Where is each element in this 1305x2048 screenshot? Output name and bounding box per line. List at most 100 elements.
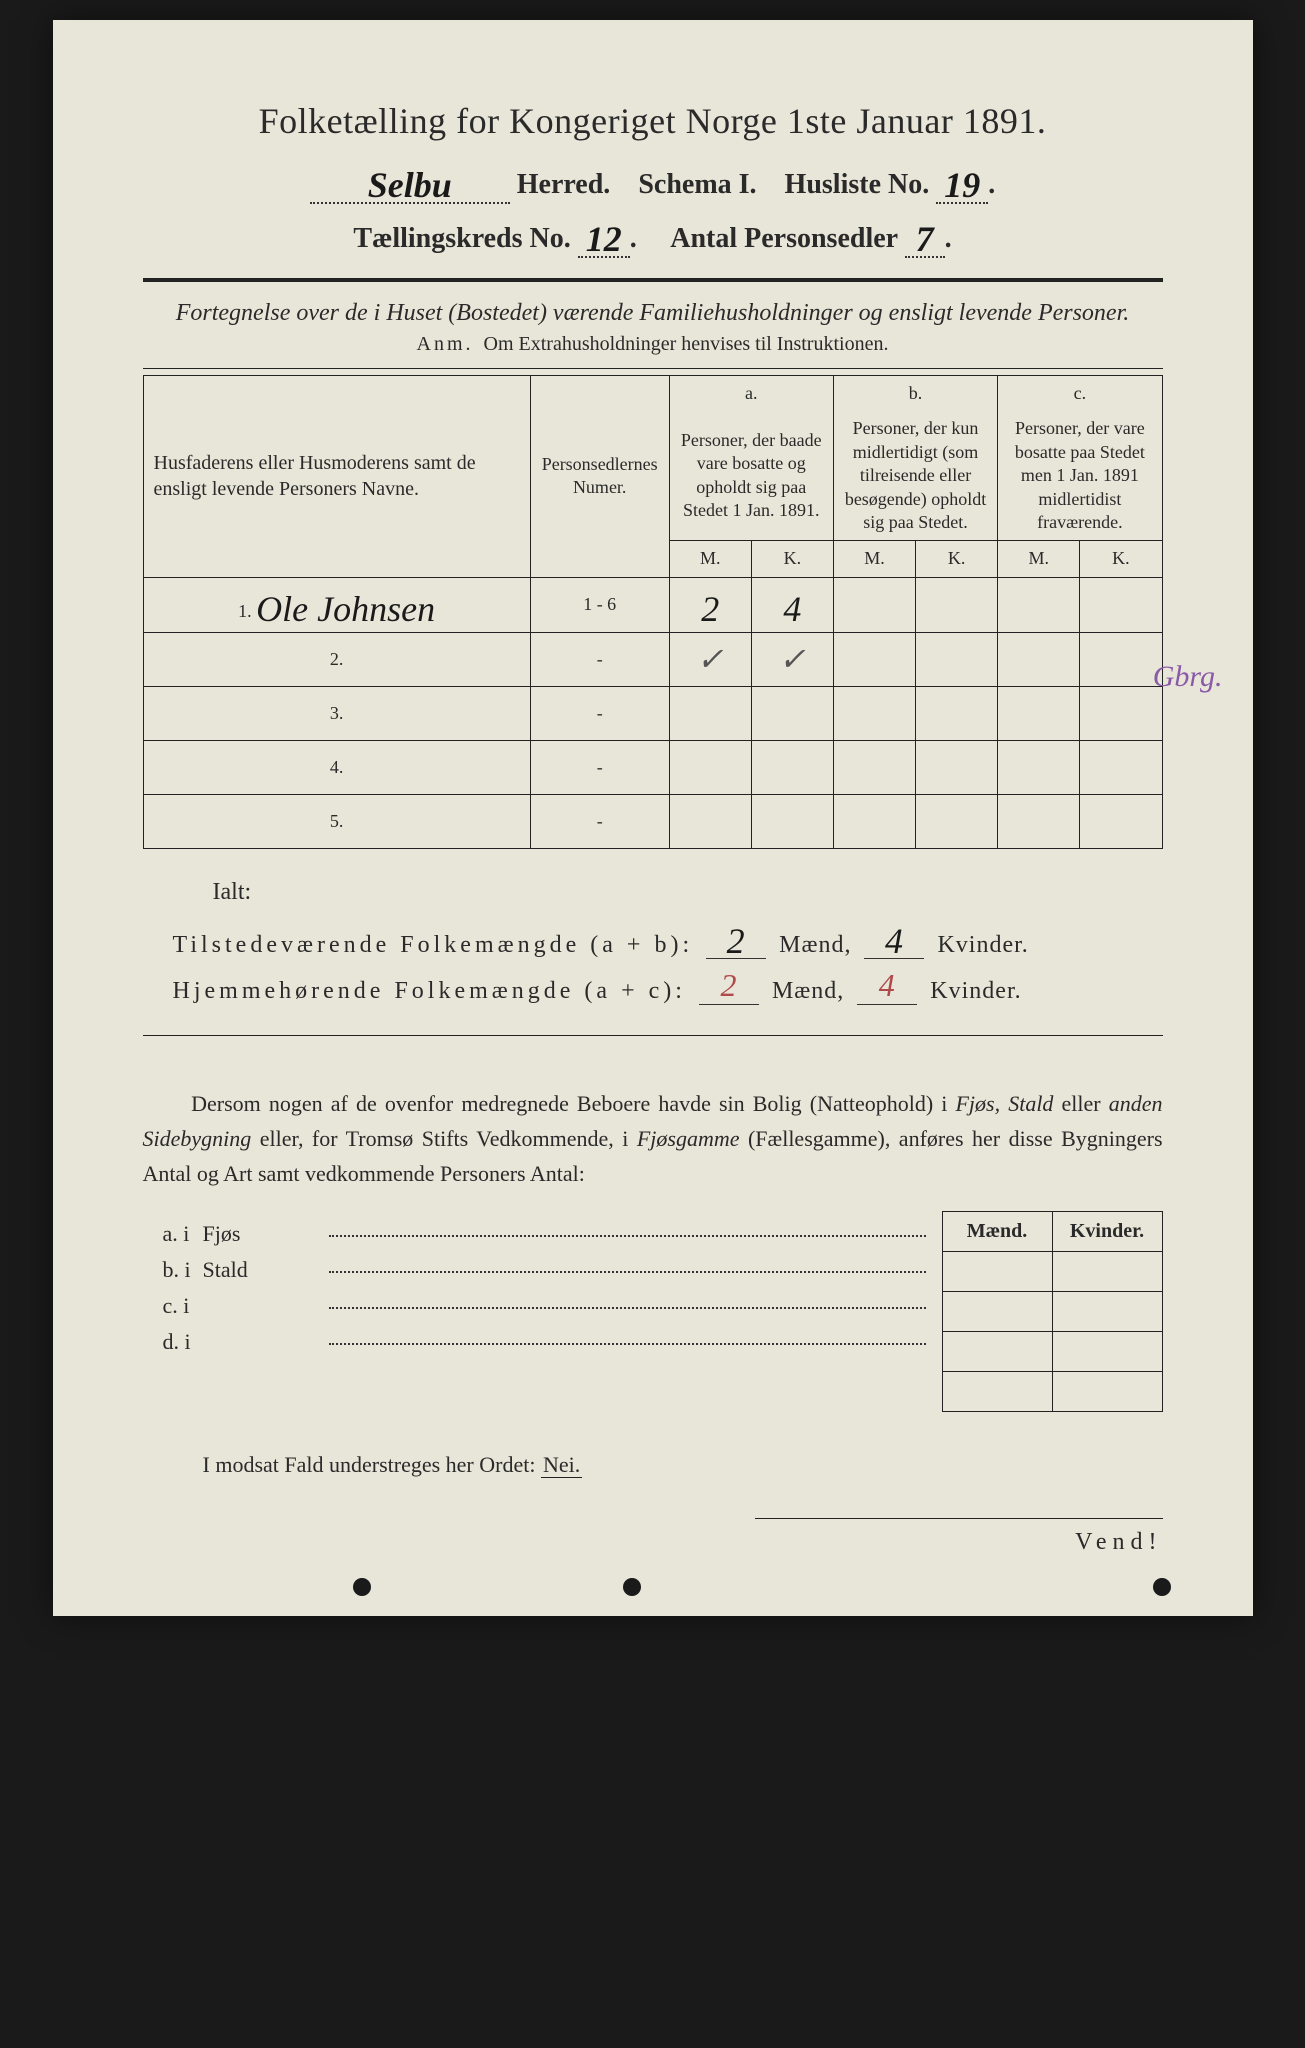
rule-1 <box>143 278 1163 282</box>
total-resident: Hjemmehørende Folkemængde (a + c): 2 Mæn… <box>173 967 1163 1005</box>
resident-m-field: 2 <box>699 967 759 1005</box>
sb-row: d. i <box>143 1329 932 1355</box>
sb-cell <box>1052 1332 1162 1372</box>
husliste-label: Husliste No. <box>785 169 930 200</box>
punch-hole <box>1153 1578 1171 1596</box>
census-form-page: Folketælling for Kongeriget Norge 1ste J… <box>53 20 1253 1616</box>
sb-th-maend: Mænd. <box>942 1212 1052 1252</box>
th-c: Personer, der vare bosatte paa Stedet me… <box>998 411 1162 540</box>
rule-3 <box>143 1035 1163 1036</box>
anm-note: Anm. Om Extrahusholdninger henvises til … <box>143 333 1163 356</box>
total-present: Tilstedeværende Folkemængde (a + b): 2 M… <box>173 916 1163 959</box>
th-b: Personer, der kun midlertidigt (som tilr… <box>833 411 997 540</box>
row-b-m <box>833 632 915 686</box>
sb-row-label: d. i <box>143 1329 203 1355</box>
table-row: 2. - ✓ ✓ <box>143 632 1162 686</box>
row-name: 3. <box>143 686 530 740</box>
row-a-m <box>669 740 751 794</box>
maend-label-1: Mænd, <box>779 932 851 958</box>
sb-row: b. i Stald <box>143 1257 932 1283</box>
sb-cell <box>942 1252 1052 1292</box>
total-resident-label: Hjemmehørende Folkemængde (a + c): <box>173 978 686 1004</box>
present-k-field: 4 <box>864 916 924 959</box>
row-name: 2. <box>143 632 530 686</box>
row-a-k <box>751 686 833 740</box>
table-row: 4. - <box>143 740 1162 794</box>
row-b-k <box>916 740 998 794</box>
kreds-label: Tællingskreds No. <box>353 223 570 254</box>
header-line-2: Tællingskreds No. 12. Antal Personsedler… <box>143 214 1163 258</box>
row-a-k: ✓ <box>751 632 833 686</box>
header-line-1: Selbu Herred. Schema I. Husliste No. 19. <box>143 160 1163 204</box>
th-b-k: K. <box>916 541 998 577</box>
nei-word: Nei. <box>541 1452 582 1478</box>
row-c-k <box>1080 740 1162 794</box>
resident-k: 4 <box>879 967 896 1003</box>
vend-label: Vend! <box>755 1518 1163 1556</box>
th-a-label: a. <box>669 376 833 412</box>
row-num: - <box>530 632 669 686</box>
sb-row-text: Fjøs <box>203 1221 323 1247</box>
sb-row-label: a. i <box>143 1221 203 1247</box>
maend-label-2: Mænd, <box>772 978 844 1004</box>
row-a-m <box>669 686 751 740</box>
page-title: Folketælling for Kongeriget Norge 1ste J… <box>143 100 1163 142</box>
sb-cell <box>1052 1372 1162 1412</box>
row-num: - <box>530 794 669 848</box>
row-c-k <box>1080 577 1162 632</box>
sb-th-kvinder: Kvinder. <box>1052 1212 1162 1252</box>
row-b-m <box>833 740 915 794</box>
row-b-k <box>916 632 998 686</box>
total-present-label: Tilstedeværende Folkemængde (a + b): <box>173 932 694 958</box>
th-c-m: M. <box>998 541 1080 577</box>
table-row: 3. - <box>143 686 1162 740</box>
side-building-section: a. i Fjøs b. i Stald c. i d. i Mænd. Kvi… <box>143 1211 1163 1412</box>
sb-cell <box>1052 1292 1162 1332</box>
row-c-m <box>998 740 1080 794</box>
row-c-k <box>1080 686 1162 740</box>
row-a-m <box>669 794 751 848</box>
personsedler-value: 7 <box>916 219 934 259</box>
subtitle: Fortegnelse over de i Huset (Bostedet) v… <box>143 300 1163 327</box>
sb-row-label: c. i <box>143 1293 203 1319</box>
husliste-field: 19 <box>936 160 988 204</box>
th-num: Personsedlernes Numer. <box>530 376 669 578</box>
schema-label: Schema I. <box>638 169 756 200</box>
row-c-m <box>998 632 1080 686</box>
row-num: - <box>530 740 669 794</box>
punch-hole <box>353 1578 371 1596</box>
sb-row-text: Stald <box>203 1257 323 1283</box>
row-b-k <box>916 577 998 632</box>
row-c-m <box>998 686 1080 740</box>
margin-note-text: Gbrg. <box>1153 660 1223 693</box>
row-b-m <box>833 577 915 632</box>
th-b-m: M. <box>833 541 915 577</box>
side-building-paragraph: Dersom nogen af de ovenfor medregnede Be… <box>143 1086 1163 1192</box>
table-row: 1. Ole Johnsen 1 - 6 2 4 <box>143 577 1162 632</box>
anm-label: Anm. <box>417 333 474 355</box>
th-a-m: M. <box>669 541 751 577</box>
th-name: Husfaderens eller Husmoderens samt de en… <box>143 376 530 578</box>
sb-row-dots <box>329 1343 926 1345</box>
row-b-k <box>916 686 998 740</box>
row-c-k <box>1080 794 1162 848</box>
row-a-k <box>751 794 833 848</box>
margin-annotation: Gbrg. <box>1153 660 1223 694</box>
personsedler-field: 7 <box>905 214 945 258</box>
nei-text: I modsat Fald understreges her Ordet: <box>203 1452 536 1477</box>
row-num: - <box>530 686 669 740</box>
row-c-k <box>1080 632 1162 686</box>
kvinder-label-2: Kvinder. <box>930 978 1021 1004</box>
th-b-label: b. <box>833 376 997 412</box>
sb-row-dots <box>329 1235 926 1237</box>
sb-row: c. i <box>143 1293 932 1319</box>
ialt-label: Ialt: <box>213 879 1163 906</box>
row-num: 1 - 6 <box>530 577 669 632</box>
kvinder-label-1: Kvinder. <box>937 932 1028 958</box>
present-m: 2 <box>727 921 746 961</box>
census-table: Husfaderens eller Husmoderens samt de en… <box>143 375 1163 849</box>
resident-k-field: 4 <box>857 967 917 1005</box>
table-row: 5. - <box>143 794 1162 848</box>
th-a-k: K. <box>751 541 833 577</box>
sb-row: a. i Fjøs <box>143 1221 932 1247</box>
